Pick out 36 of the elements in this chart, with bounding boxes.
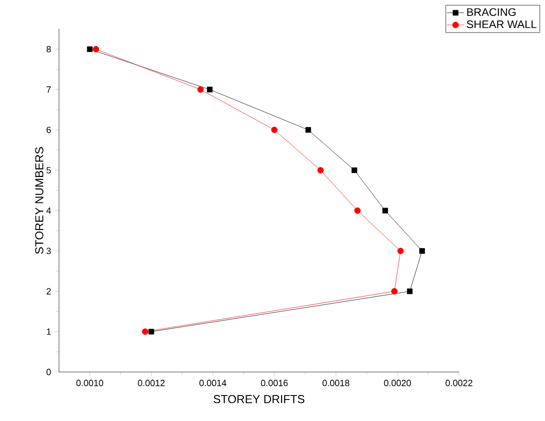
- y-tick-label: 2: [46, 288, 51, 294]
- x-tick-label: 0.0020: [384, 380, 411, 386]
- point: [142, 328, 148, 335]
- point: [352, 167, 358, 174]
- y-tick-label: 3: [46, 248, 51, 254]
- point: [92, 46, 100, 52]
- point: [305, 127, 312, 133]
- y-tick-label: 4: [46, 207, 51, 214]
- point: [317, 167, 324, 174]
- point: [382, 208, 388, 214]
- y-tick-label: 1: [46, 328, 51, 335]
- point: [391, 288, 398, 294]
- legend-label: SHEAR WALL: [466, 20, 536, 28]
- point: [197, 86, 204, 93]
- x-axis-title: STOREY DRIFTS: [214, 395, 304, 404]
- y-axis-title: STOREY NUMBERS: [35, 147, 44, 254]
- y-tick-label: 0: [46, 368, 51, 376]
- x-tick-label: 0.0016: [260, 380, 288, 386]
- y-tick-label: 5: [46, 167, 51, 174]
- x-tick-label: 0.0022: [446, 380, 472, 386]
- y-tick-label: 8: [46, 46, 51, 52]
- point: [406, 288, 413, 294]
- point: [86, 46, 93, 52]
- x-tick-label: 0.0014: [199, 380, 226, 386]
- legend-label: BRACING: [467, 8, 516, 16]
- point: [148, 328, 154, 334]
- point: [354, 207, 361, 214]
- y-tick-label: 6: [46, 126, 51, 134]
- x-tick-label: 0.0018: [322, 380, 350, 386]
- point: [397, 248, 404, 254]
- y-tick-label: 7: [46, 86, 51, 93]
- x-tick-label: 0.0010: [76, 380, 104, 386]
- point: [271, 126, 278, 134]
- point: [419, 248, 425, 254]
- point: [206, 86, 213, 92]
- x-tick-label: 0.0012: [138, 380, 165, 386]
